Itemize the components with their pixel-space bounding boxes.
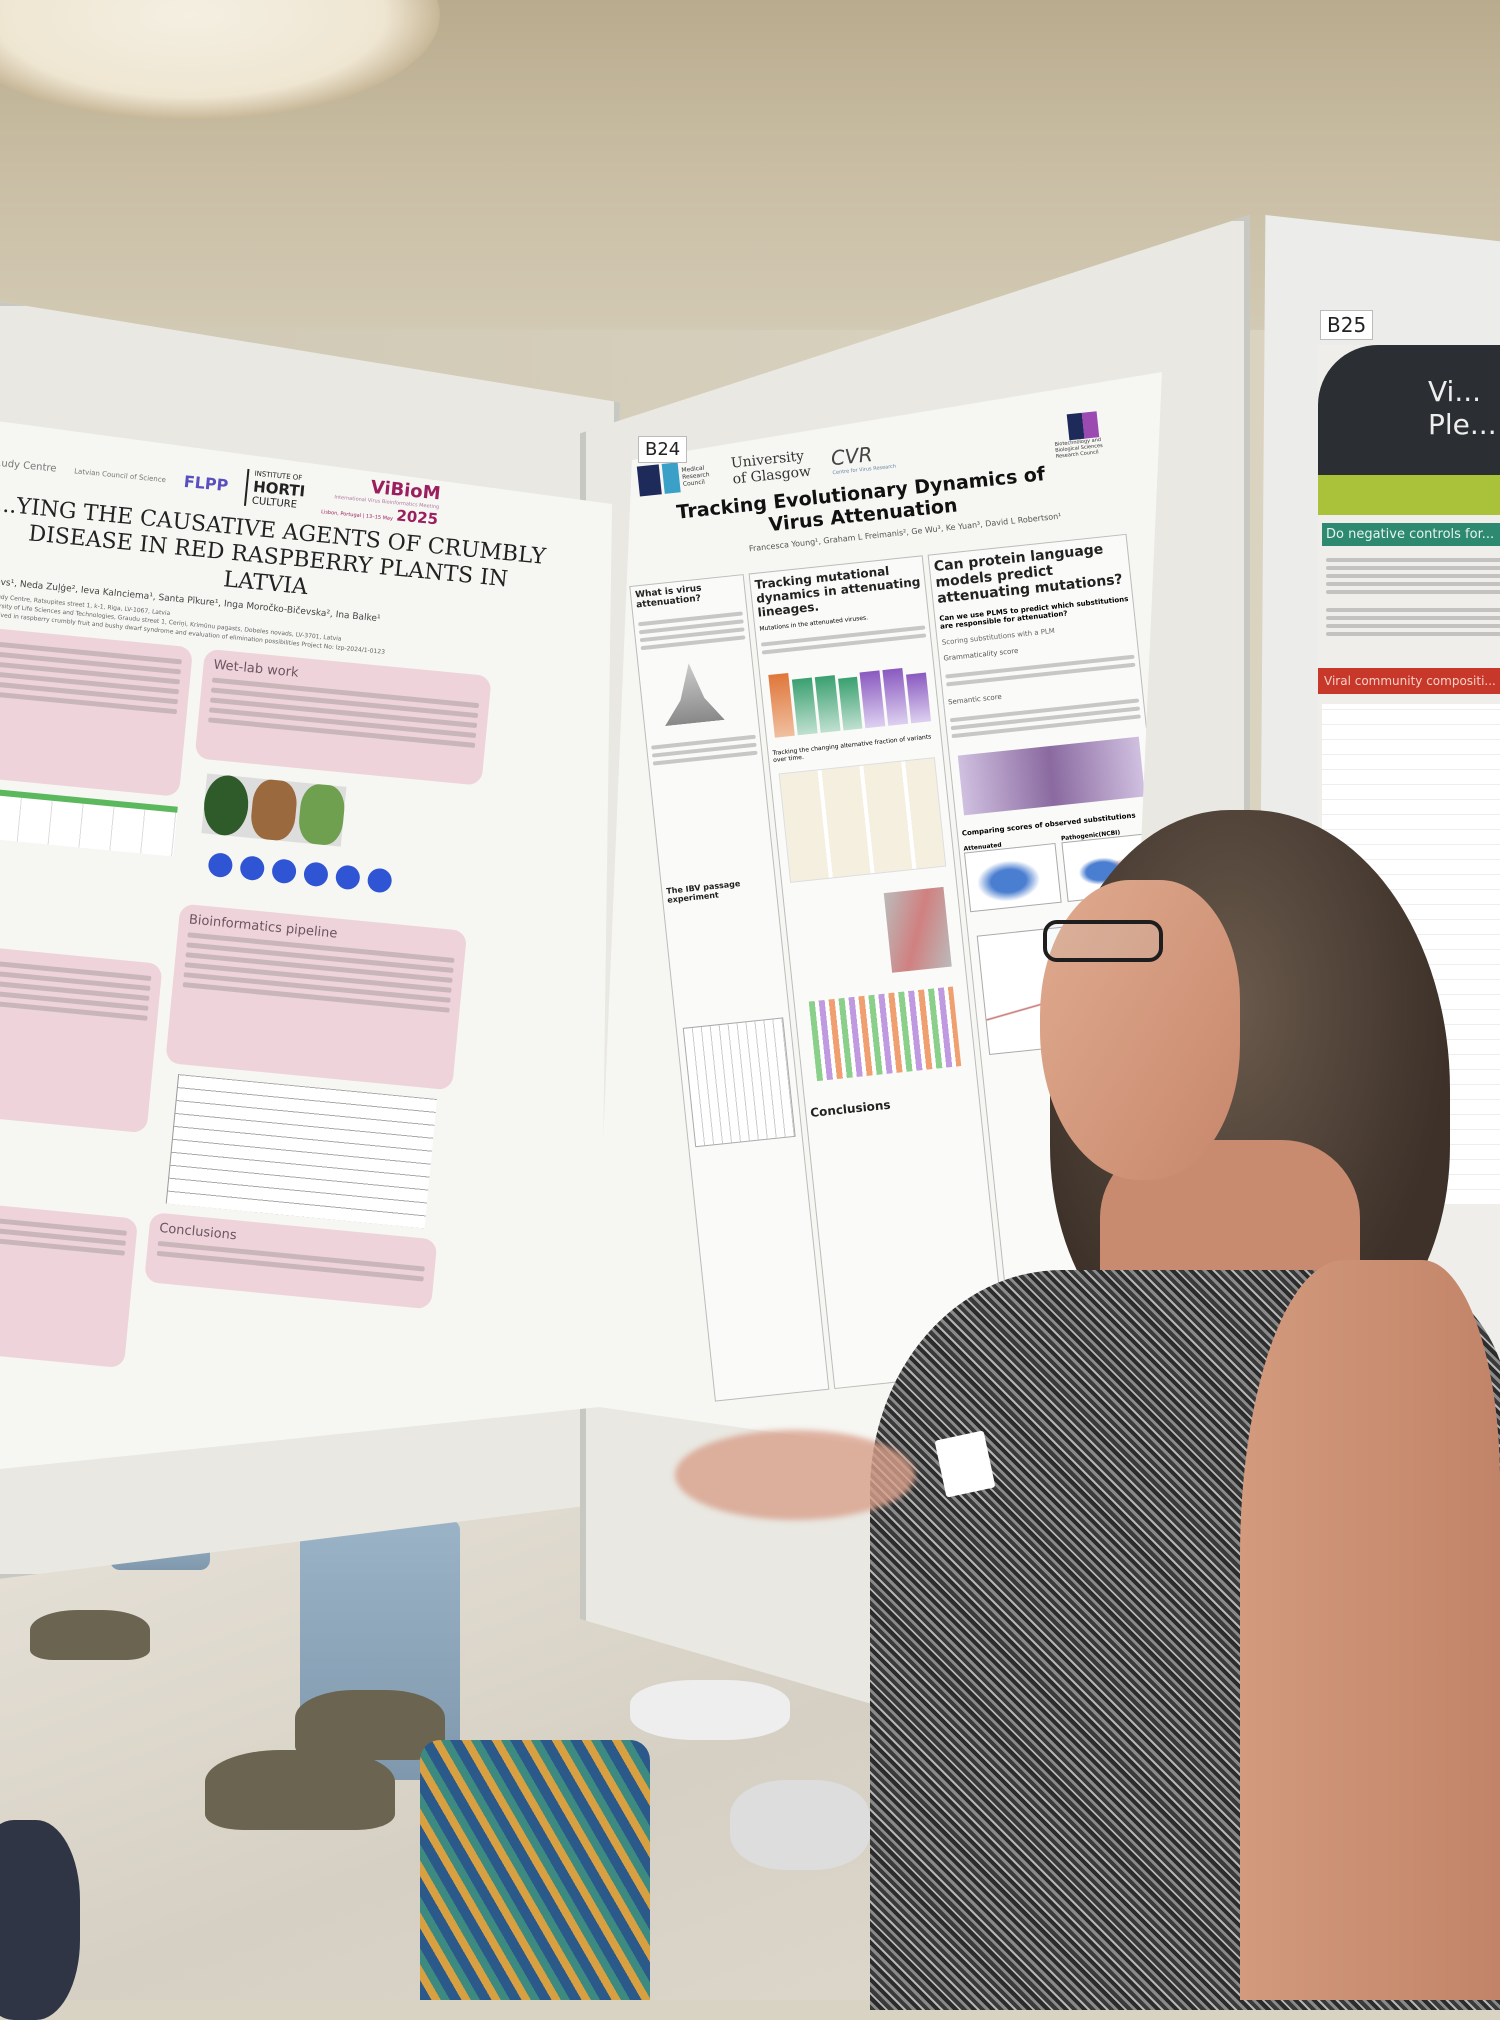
plm-score-plot bbox=[957, 736, 1146, 816]
board-label-b24: B24 bbox=[638, 436, 688, 463]
fitness-landscape bbox=[659, 660, 725, 726]
logo-council: Latvian Council of Science bbox=[73, 466, 167, 484]
logo-vibiom: ViBioM International Virus Bioinformatic… bbox=[320, 476, 442, 529]
sneaker bbox=[630, 1680, 790, 1740]
frequency-trajectory-plot bbox=[883, 886, 952, 973]
poster-crumbly-disease: ...udy Centre Latvian Council of Science… bbox=[0, 420, 612, 1470]
red-section-bar: Viral community compositi... bbox=[1318, 668, 1500, 694]
board-label-b25: B25 bbox=[1320, 310, 1374, 340]
logo-flpp: FLPP bbox=[182, 471, 230, 496]
leaf-photos bbox=[201, 773, 347, 847]
person-hand-blurred bbox=[675, 1430, 915, 1520]
author-band bbox=[1318, 475, 1500, 515]
glasses bbox=[1043, 920, 1163, 962]
person-arm bbox=[1240, 1260, 1500, 2000]
tote-bag bbox=[420, 1740, 650, 2000]
passage-grid bbox=[682, 1017, 796, 1148]
logo-horticulture: INSTITUTE OF HORTI CULTURE bbox=[244, 468, 307, 512]
person-face bbox=[1040, 880, 1240, 1180]
pipeline-diagram bbox=[207, 852, 448, 899]
logo-cvr: CVR Centre for Virus Research bbox=[829, 442, 897, 477]
conclusions-box: Conclusions bbox=[144, 1212, 438, 1310]
results-box bbox=[0, 943, 163, 1134]
sneaker bbox=[730, 1780, 870, 1870]
phylogenetic-tree bbox=[165, 1074, 437, 1229]
bioinformatics-box: Bioinformatics pipeline bbox=[165, 903, 468, 1091]
intro-box bbox=[0, 626, 194, 797]
poster-header-dark: Vi... Ple... bbox=[1318, 345, 1500, 475]
results-table bbox=[0, 786, 178, 857]
shoe bbox=[30, 1610, 150, 1660]
logo-bbsrc: Biotechnology and Biological Sciences Re… bbox=[1052, 410, 1116, 460]
shoe bbox=[205, 1750, 395, 1830]
section-heading: Do negative controls for... bbox=[1322, 523, 1500, 546]
logo-ukri-mrc: Medical Research Council bbox=[636, 458, 724, 497]
logo-glasgow: University of Glasgow bbox=[730, 448, 812, 488]
lineage-fan-plot bbox=[768, 652, 932, 738]
person-partial bbox=[0, 1820, 80, 2020]
scatter-attenuated bbox=[963, 842, 1062, 913]
wetlab-box: Wet-lab work bbox=[194, 648, 492, 786]
logo-study-centre: ...udy Centre bbox=[0, 457, 57, 475]
results-box-2 bbox=[0, 1198, 139, 1369]
mutation-timeline-plot bbox=[808, 986, 962, 1082]
shoe bbox=[295, 1690, 445, 1760]
variant-frequency-panels bbox=[778, 757, 947, 883]
